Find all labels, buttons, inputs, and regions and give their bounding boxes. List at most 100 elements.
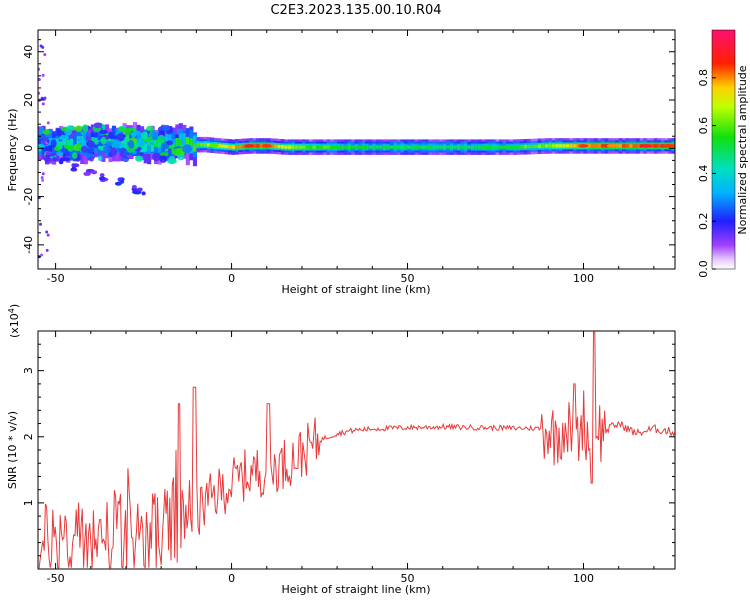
spectrogram-cell (69, 138, 74, 147)
colorbar-tick-label: 0.4 (697, 165, 710, 183)
spectrogram-cell (358, 145, 363, 149)
spectrogram-outlier (41, 172, 45, 176)
spectrogram-scatter (83, 171, 91, 176)
spectrogram-cell (604, 144, 609, 148)
spectrogram-blob (84, 135, 92, 141)
spectrogram-cell (154, 139, 159, 148)
spectrogram-cell (541, 144, 546, 148)
spectrogram-cell (252, 144, 257, 148)
spectrogram-cell (460, 145, 465, 149)
spectrogram-scatter (59, 157, 65, 162)
spectrogram-cell (485, 145, 490, 149)
spectrogram-cell (632, 144, 637, 148)
spectrogram-cell (414, 145, 419, 149)
spectrogram-cell (154, 141, 159, 157)
spectrogram-cell (636, 144, 641, 148)
spectrogram-scatter (45, 155, 51, 160)
spectrogram-outlier (40, 96, 44, 100)
spectrogram-cell (488, 145, 493, 149)
colorbar: 0.0 0.2 0.4 0.6 0.8 Normalized spectral ampl… (697, 29, 749, 278)
spectrogram-cell (48, 137, 53, 146)
spectrogram-cell (428, 145, 433, 149)
spectrogram-cell (594, 144, 599, 148)
spectrogram-blob (134, 155, 142, 161)
spectrogram-cell (618, 144, 623, 148)
spectrogram-cell (221, 144, 226, 148)
spectrogram-cell (516, 145, 521, 149)
spectrogram-cell (126, 135, 131, 143)
spectrogram-cell (192, 144, 197, 152)
spectrogram-cell (38, 135, 43, 151)
spectrogram-blob (98, 155, 103, 162)
spectrogram-frame (37, 29, 676, 270)
spectrogram-blob (80, 145, 88, 153)
spectrogram-scatter (90, 170, 98, 175)
spectrogram-cell (182, 133, 187, 149)
spectrogram-cell (150, 144, 155, 152)
spectrogram-cell (189, 138, 194, 147)
spectrogram-outlier (45, 248, 49, 252)
spectrogram-outlier (43, 53, 47, 57)
spectrogram-blob (128, 140, 135, 149)
spectrogram-blob (118, 126, 126, 132)
spectrogram-cell (340, 145, 345, 149)
snr-scale-exponent: 4 (7, 308, 16, 313)
spectrogram-blob (115, 133, 126, 142)
snr-xlabel: Height of straight line (km) (281, 583, 430, 596)
spectrogram-cell (379, 145, 384, 149)
spectrogram-cell (657, 144, 662, 148)
spectrogram-blob (56, 127, 62, 137)
spectrogram-cell (242, 144, 247, 149)
spectrogram-cell (502, 145, 507, 149)
spectrogram-outlier (38, 91, 41, 95)
spectrogram-cell (122, 136, 127, 145)
snr-x-ticks: -50 0 50 100 (47, 331, 655, 585)
spectrogram-cell (199, 143, 204, 147)
y-tick-label: 20 (22, 93, 35, 107)
spectrogram-blob (108, 135, 118, 140)
spectrogram-blob (73, 143, 82, 152)
spectrogram-cell (273, 144, 278, 149)
spectrogram-cell (108, 135, 113, 144)
spectrogram-cell (270, 144, 275, 148)
spectrogram-blob (140, 131, 149, 140)
spectrogram-cell (625, 144, 630, 148)
spectrogram-peak (641, 144, 652, 148)
spectrogram-cell (558, 144, 563, 148)
spectrogram-xlabel: Height of straight line (km) (281, 283, 430, 296)
spectrogram-cell (192, 135, 197, 151)
spectrogram-blob (140, 148, 147, 153)
spectrogram-cell (548, 144, 553, 148)
colorbar-tick-label: 0.8 (697, 69, 710, 87)
spectrogram-blob (52, 156, 57, 162)
spectrogram-blob (159, 155, 168, 163)
spectrogram-outlier (41, 73, 45, 77)
spectrogram-blob (161, 125, 171, 132)
spectrogram-cell (411, 145, 416, 149)
spectrogram-cell (157, 140, 162, 148)
spectrogram-cell (298, 145, 303, 149)
spectrogram-x-ticks: -50 0 50 100 (47, 30, 655, 285)
spectrogram-cell (435, 145, 440, 149)
spectrogram-peak (244, 144, 255, 148)
y-tick-label: -20 (22, 188, 35, 206)
spectrogram-cell (178, 139, 183, 147)
spectrogram-cell (185, 136, 190, 145)
spectrogram-blob (150, 131, 160, 140)
spectrogram-cell (530, 144, 535, 149)
spectrogram-cell (147, 138, 152, 154)
spectrogram-cell (509, 145, 514, 149)
spectrogram-cell (587, 144, 592, 148)
spectrogram-cell (224, 144, 229, 149)
spectrogram-cell (365, 145, 370, 149)
spectrogram-cell (231, 145, 236, 149)
spectrogram-cell (228, 145, 233, 149)
spectrogram-cell (354, 145, 359, 149)
spectrogram-blob (89, 156, 95, 162)
spectrogram-peak (261, 144, 272, 148)
spectrogram-cell (449, 145, 454, 149)
y-tick-label: 2 (22, 433, 35, 440)
spectrogram-cell (555, 144, 560, 148)
snr-ylabel: SNR (10 * v/v) (6, 411, 19, 489)
spectrogram-blob (109, 147, 116, 152)
